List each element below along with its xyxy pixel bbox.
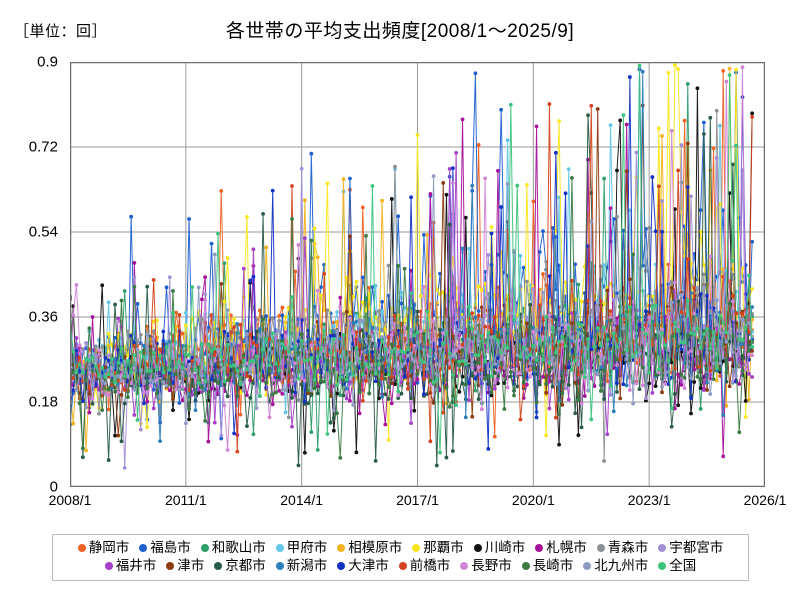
legend-label: 前橋市 <box>409 558 451 574</box>
legend-marker-icon <box>166 562 175 570</box>
legend-item-全国[interactable]: 全国 <box>658 559 696 573</box>
legend-item-和歌山市[interactable]: 和歌山市 <box>200 540 266 556</box>
legend-label: 和歌山市 <box>211 540 266 556</box>
legend-marker-icon <box>473 544 482 552</box>
x-tick-label: 2011/1 <box>164 492 207 508</box>
chart-canvas <box>70 62 765 487</box>
legend-label: 新潟市 <box>286 558 328 574</box>
legend-item-静岡市[interactable]: 静岡市 <box>77 540 130 556</box>
x-tick-label: 2020/1 <box>511 492 555 508</box>
legend-item-那覇市[interactable]: 那覇市 <box>412 541 464 555</box>
data-series-group <box>70 63 755 470</box>
legend-item-相模原市[interactable]: 相模原市 <box>337 541 402 555</box>
legend-label: 北九州市 <box>594 558 649 574</box>
legend-marker-icon <box>658 562 667 570</box>
legend-item-北九州市[interactable]: 北九州市 <box>583 559 648 573</box>
legend-item-長崎市[interactable]: 長崎市 <box>521 558 574 574</box>
legend-label: 長野市 <box>471 558 512 574</box>
data-series <box>70 174 755 426</box>
legend-marker-icon <box>521 562 530 570</box>
y-tick-label: 0.54 <box>28 223 58 241</box>
legend-marker-icon <box>398 562 407 570</box>
legend-marker-icon <box>77 544 86 552</box>
legend-item-長野市[interactable]: 長野市 <box>460 559 512 573</box>
legend-label: 全国 <box>669 558 697 574</box>
page-title: 各世帯の平均支出頻度[2008/1～2025/9] <box>225 21 575 42</box>
legend-label: 札幌市 <box>546 540 587 556</box>
legend-label: 静岡市 <box>88 540 130 556</box>
plot-area <box>70 62 765 487</box>
legend-marker-icon <box>200 544 209 552</box>
y-tick-label: 0.72 <box>28 138 58 156</box>
legend-item-新潟市[interactable]: 新潟市 <box>275 558 328 574</box>
legend-row: 福井市 津市 京都市 新潟市 大津市 前橋市 長野市 長崎市 北九州市 全国 <box>57 557 744 575</box>
legend-item-津市[interactable]: 津市 <box>166 559 204 573</box>
legend-marker-icon <box>535 544 544 552</box>
x-tick-label: 2014/1 <box>280 492 324 508</box>
x-tick-label: 2026/1 <box>743 492 787 508</box>
legend-label: 相模原市 <box>348 540 403 556</box>
x-tick-label: 2017/1 <box>396 492 439 508</box>
legend-label: 京都市 <box>225 558 266 574</box>
legend-item-京都市[interactable]: 京都市 <box>214 559 266 573</box>
legend-marker-icon <box>596 544 605 552</box>
legend-item-前橋市[interactable]: 前橋市 <box>398 558 451 574</box>
legend-label: 青森市 <box>607 540 649 556</box>
y-tick-label: 0 <box>49 478 58 496</box>
legend-label: 津市 <box>177 558 205 574</box>
legend-item-福井市[interactable]: 福井市 <box>104 558 157 574</box>
legend-marker-icon <box>337 562 346 570</box>
legend-marker-icon <box>139 544 148 552</box>
legend-marker-icon <box>214 562 223 570</box>
legend-marker-icon <box>275 562 284 570</box>
y-tick-label: 0.9 <box>37 53 58 71</box>
legend-item-川崎市[interactable]: 川崎市 <box>473 540 526 556</box>
unit-label: ［単位：回］ <box>14 23 108 40</box>
data-series <box>70 63 755 455</box>
legend-label: 宇都宮市 <box>669 540 724 556</box>
legend-row: 静岡市 福島市 和歌山市 甲府市 相模原市 那覇市 川崎市 札幌市 青森市 宇都宮市 <box>57 539 744 557</box>
legend-marker-icon <box>658 544 667 552</box>
legend-item-福島市[interactable]: 福島市 <box>139 541 191 555</box>
plot-frame <box>70 62 765 487</box>
legend-label: 甲府市 <box>286 540 328 556</box>
legend-label: 川崎市 <box>484 540 526 556</box>
legend-marker-icon <box>104 562 113 570</box>
chart-legend: 静岡市 福島市 和歌山市 甲府市 相模原市 那覇市 川崎市 札幌市 青森市 宇都宮市福井市 津市 京都… <box>52 534 749 581</box>
legend-label: 那覇市 <box>423 540 464 556</box>
legend-label: 大津市 <box>348 558 389 574</box>
legend-label: 福島市 <box>150 540 191 556</box>
legend-marker-icon <box>412 544 421 552</box>
x-tick-label: 2008/1 <box>48 492 92 508</box>
legend-item-青森市[interactable]: 青森市 <box>596 540 649 556</box>
legend-label: 福井市 <box>115 558 157 574</box>
legend-marker-icon <box>275 544 284 552</box>
legend-item-宇都宮市[interactable]: 宇都宮市 <box>658 541 723 555</box>
y-tick-label: 0.36 <box>28 308 58 326</box>
x-tick-label: 2023/1 <box>627 492 671 508</box>
legend-marker-icon <box>583 562 592 570</box>
legend-item-札幌市[interactable]: 札幌市 <box>535 541 587 555</box>
legend-item-甲府市[interactable]: 甲府市 <box>275 540 328 556</box>
legend-label: 長崎市 <box>532 558 574 574</box>
legend-marker-icon <box>460 562 469 570</box>
legend-marker-icon <box>337 544 346 552</box>
y-tick-label: 0.18 <box>28 393 58 411</box>
legend-item-大津市[interactable]: 大津市 <box>337 559 389 573</box>
